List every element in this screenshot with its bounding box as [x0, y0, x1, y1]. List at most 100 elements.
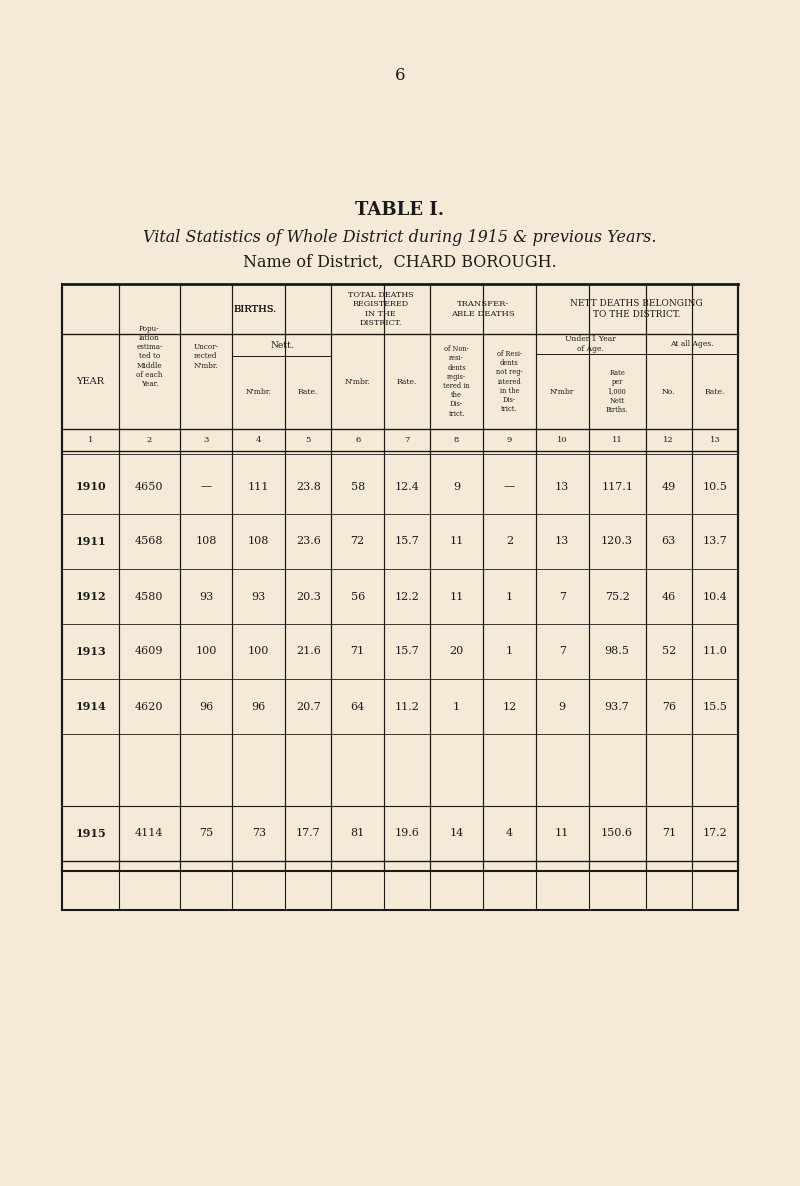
Text: 1: 1 — [506, 592, 513, 601]
Text: 14: 14 — [450, 829, 464, 839]
Text: 1913: 1913 — [75, 646, 106, 657]
Text: 11.0: 11.0 — [702, 646, 727, 657]
Text: No.: No. — [662, 388, 675, 395]
Text: 7: 7 — [558, 592, 566, 601]
Text: 20.3: 20.3 — [296, 592, 321, 601]
Text: 6: 6 — [394, 66, 406, 83]
Text: 4580: 4580 — [135, 592, 164, 601]
Text: 96: 96 — [199, 701, 213, 712]
Text: 120.3: 120.3 — [601, 536, 633, 547]
Text: 98.5: 98.5 — [605, 646, 630, 657]
Text: 13: 13 — [555, 482, 570, 491]
Text: 108: 108 — [248, 536, 270, 547]
Text: Uncor-
rected
N'mbr.: Uncor- rected N'mbr. — [194, 343, 218, 370]
Text: 1914: 1914 — [75, 701, 106, 712]
Text: 81: 81 — [350, 829, 365, 839]
Text: 75.2: 75.2 — [605, 592, 630, 601]
Text: 3: 3 — [203, 436, 209, 444]
Text: 117.1: 117.1 — [601, 482, 633, 491]
Text: Vital Statistics of Whole District during 1915 & previous Years.: Vital Statistics of Whole District durin… — [143, 230, 657, 247]
Text: 64: 64 — [350, 701, 365, 712]
Text: 8: 8 — [454, 436, 459, 444]
Text: 108: 108 — [195, 536, 217, 547]
Text: 4568: 4568 — [135, 536, 164, 547]
Text: 96: 96 — [252, 701, 266, 712]
Text: 10.5: 10.5 — [702, 482, 727, 491]
Text: Name of District,  CHARD BOROUGH.: Name of District, CHARD BOROUGH. — [243, 254, 557, 270]
Text: N'mbr: N'mbr — [550, 388, 574, 395]
Text: 1915: 1915 — [75, 828, 106, 839]
Text: —: — — [504, 482, 515, 491]
Text: 11: 11 — [555, 829, 570, 839]
Text: Rate.: Rate. — [705, 388, 725, 395]
Text: NETT DEATHS BELONGING
TO THE DISTRICT.: NETT DEATHS BELONGING TO THE DISTRICT. — [570, 299, 703, 319]
Text: 11: 11 — [450, 536, 464, 547]
Text: 12: 12 — [663, 436, 674, 444]
Text: 2: 2 — [506, 536, 513, 547]
Text: 23.8: 23.8 — [296, 482, 321, 491]
Text: 23.6: 23.6 — [296, 536, 321, 547]
Text: 15.5: 15.5 — [702, 701, 727, 712]
Text: 4620: 4620 — [135, 701, 164, 712]
Text: 6: 6 — [355, 436, 360, 444]
Text: 5: 5 — [306, 436, 311, 444]
Text: 10: 10 — [557, 436, 567, 444]
Text: 10.4: 10.4 — [702, 592, 727, 601]
Text: 100: 100 — [195, 646, 217, 657]
Text: YEAR: YEAR — [77, 377, 105, 385]
Text: 93.7: 93.7 — [605, 701, 630, 712]
Text: 1: 1 — [506, 646, 513, 657]
Text: 46: 46 — [662, 592, 676, 601]
Text: 1912: 1912 — [75, 591, 106, 602]
Text: of Non-
resi-
dents
regis-
tered in
the
Dis-
trict.: of Non- resi- dents regis- tered in the … — [443, 345, 470, 417]
Text: Rate.: Rate. — [298, 389, 318, 396]
Text: 4609: 4609 — [135, 646, 164, 657]
Text: 11.2: 11.2 — [394, 701, 419, 712]
Text: 21.6: 21.6 — [296, 646, 321, 657]
Text: 13.7: 13.7 — [702, 536, 727, 547]
Text: 12.2: 12.2 — [394, 592, 419, 601]
Text: 13: 13 — [710, 436, 720, 444]
Text: 11: 11 — [450, 592, 464, 601]
Text: 12: 12 — [502, 701, 517, 712]
Text: 13: 13 — [555, 536, 570, 547]
Text: BIRTHS.: BIRTHS. — [234, 305, 277, 313]
Text: 52: 52 — [662, 646, 676, 657]
Text: 15.7: 15.7 — [394, 646, 419, 657]
Text: 15.7: 15.7 — [394, 536, 419, 547]
Text: 1: 1 — [453, 701, 460, 712]
Text: 93: 93 — [199, 592, 213, 601]
Text: 93: 93 — [252, 592, 266, 601]
Text: At all Ages.: At all Ages. — [670, 340, 714, 347]
Text: 12.4: 12.4 — [394, 482, 419, 491]
Text: 73: 73 — [252, 829, 266, 839]
Text: 4: 4 — [506, 829, 513, 839]
Text: 7: 7 — [558, 646, 566, 657]
Text: Rate
per
1,000
Nett
Births.: Rate per 1,000 Nett Births. — [606, 369, 629, 414]
Text: 100: 100 — [248, 646, 270, 657]
Text: TRANSFER-
ABLE DEATHS: TRANSFER- ABLE DEATHS — [451, 300, 515, 318]
Text: 56: 56 — [350, 592, 365, 601]
Text: 4114: 4114 — [135, 829, 164, 839]
Text: 111: 111 — [248, 482, 270, 491]
Text: 9: 9 — [453, 482, 460, 491]
Text: 17.2: 17.2 — [702, 829, 727, 839]
Text: 1911: 1911 — [75, 536, 106, 547]
Text: 4: 4 — [256, 436, 262, 444]
Text: 9: 9 — [558, 701, 566, 712]
Text: —: — — [201, 482, 211, 491]
Text: 72: 72 — [350, 536, 365, 547]
Text: BIRTHS.: BIRTHS. — [234, 305, 277, 313]
Text: 58: 58 — [350, 482, 365, 491]
Text: 71: 71 — [662, 829, 676, 839]
Text: Popu-
lation
estima-
ted to
Middle
of each
Year.: Popu- lation estima- ted to Middle of ea… — [136, 325, 162, 388]
Text: 11: 11 — [612, 436, 622, 444]
Text: 49: 49 — [662, 482, 676, 491]
Text: 63: 63 — [662, 536, 676, 547]
Text: 19.6: 19.6 — [394, 829, 419, 839]
Text: 1: 1 — [88, 436, 94, 444]
Text: 20.7: 20.7 — [296, 701, 321, 712]
Text: 150.6: 150.6 — [601, 829, 633, 839]
Text: N'mbr.: N'mbr. — [246, 389, 272, 396]
Text: 71: 71 — [350, 646, 365, 657]
